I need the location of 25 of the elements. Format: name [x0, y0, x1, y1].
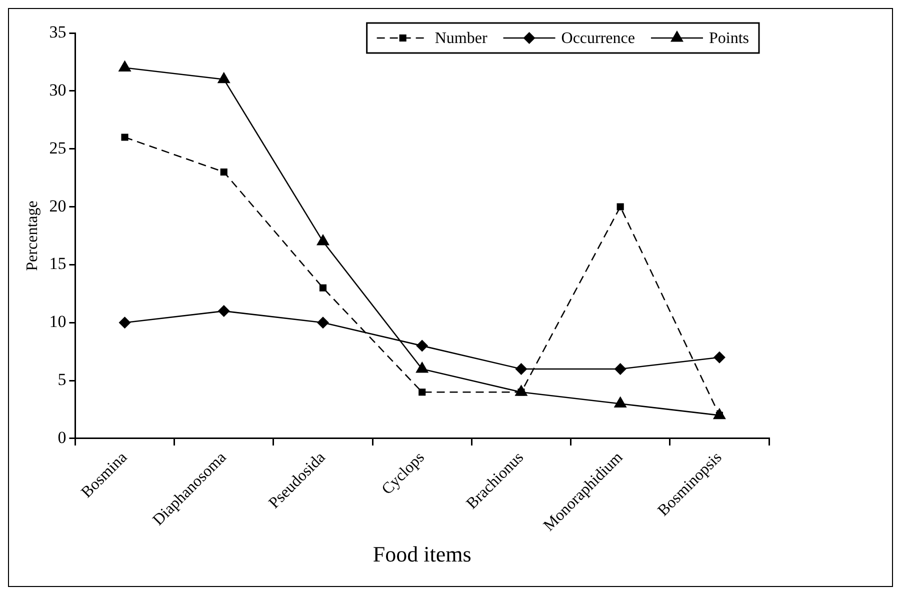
y-tick-label: 35	[49, 22, 66, 42]
y-tick-label: 0	[58, 428, 66, 447]
point	[121, 134, 128, 141]
point	[616, 203, 624, 210]
point	[319, 284, 327, 292]
y-tick-label: 25	[49, 138, 66, 158]
legend-label: Number	[434, 30, 488, 48]
point	[418, 388, 426, 396]
point	[218, 305, 230, 318]
point	[515, 362, 528, 375]
y-tick-label: 15	[49, 254, 66, 274]
x-axis-title: Food items	[372, 542, 472, 567]
y-tick-label: 10	[49, 312, 66, 332]
y-tick-label: 5	[58, 370, 66, 390]
point	[416, 340, 428, 352]
point	[614, 362, 626, 375]
point	[118, 316, 131, 329]
point	[316, 316, 329, 329]
y-tick-label: 20	[49, 196, 66, 216]
legend-label: Points	[708, 30, 749, 48]
point	[220, 168, 228, 176]
point	[713, 351, 726, 364]
legend-label: Occurrence	[561, 30, 635, 48]
y-axis-title: Percentage	[24, 200, 41, 271]
y-tick-label: 30	[49, 80, 66, 100]
